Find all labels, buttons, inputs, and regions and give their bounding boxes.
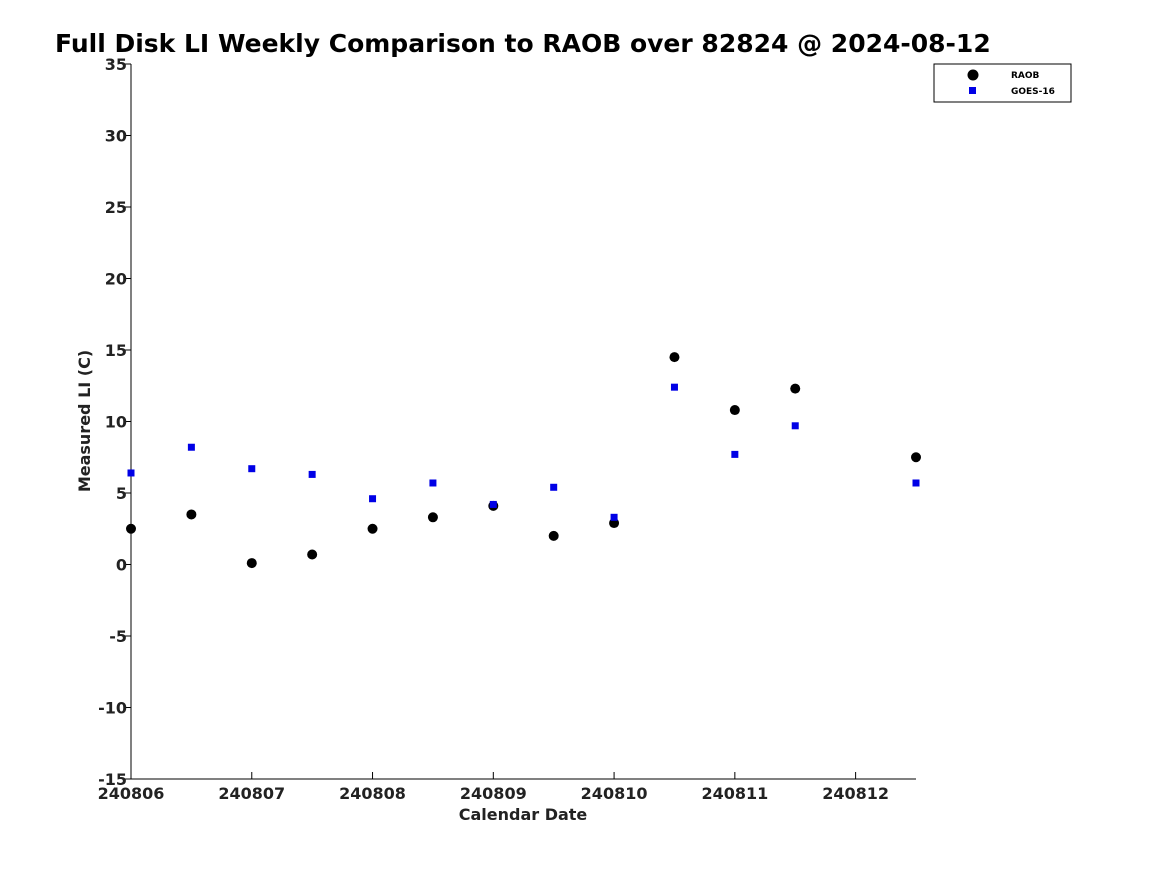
x-tick-label: 240811 (701, 784, 768, 803)
y-tick-label: 15 (105, 341, 127, 360)
x-tick-label: 240806 (98, 784, 165, 803)
legend-label-raob: RAOB (1011, 71, 1040, 81)
raob-point (186, 509, 197, 520)
raob-point (246, 558, 257, 569)
raob-point (307, 549, 318, 560)
raob-point (126, 523, 136, 534)
goes16-point (489, 500, 497, 508)
legend-marker-goes16 (969, 87, 976, 94)
x-tick-label: 240808 (339, 784, 406, 803)
goes16-point (187, 443, 195, 451)
y-axis-label: Measured LI (C) (75, 350, 94, 492)
raob-point (669, 352, 680, 363)
raob-point (427, 512, 438, 523)
y-tick-label: -15 (98, 770, 127, 789)
x-tick-label: 240809 (460, 784, 527, 803)
goes16-point (369, 495, 377, 503)
raob-point (911, 452, 921, 463)
y-tick-label: -5 (109, 627, 127, 646)
goes16-point (248, 465, 256, 473)
legend-label-goes16: GOES-16 (1011, 87, 1055, 97)
goes16-point (731, 450, 739, 458)
goes16-point (550, 483, 558, 491)
goes16-point (670, 383, 678, 391)
goes16-point (791, 422, 799, 430)
y-tick-label: 30 (105, 127, 127, 146)
x-tick-label: 240810 (581, 784, 648, 803)
raob-point (729, 405, 740, 416)
y-tick-label: -10 (98, 699, 127, 718)
x-tick-label: 240812 (822, 784, 889, 803)
y-tick-label: 20 (105, 270, 127, 289)
legend: RAOB GOES-16 (933, 63, 1072, 103)
raob-point (790, 383, 801, 394)
goes16-point (308, 470, 316, 478)
data-points (126, 352, 921, 569)
y-ticks: -15 -10 -5 0 5 10 15 20 25 30 35 (98, 55, 131, 789)
x-axis-label: Calendar Date (459, 805, 588, 824)
legend-marker-raob (967, 69, 979, 81)
x-ticks: 240806 240807 240808 240809 240810 240811 2408… (98, 772, 889, 803)
y-tick-label: 10 (105, 413, 127, 432)
goes16-point (912, 479, 920, 487)
goes16-point (127, 469, 135, 477)
y-tick-label: 25 (105, 198, 127, 217)
raob-point (367, 523, 378, 534)
y-tick-label: 5 (116, 484, 127, 503)
goes16-point (429, 479, 437, 487)
x-tick-label: 240807 (218, 784, 285, 803)
legend-box (933, 63, 1072, 103)
raob-point (548, 530, 559, 541)
chart-title: Full Disk LI Weekly Comparison to RAOB o… (55, 29, 991, 58)
y-tick-label: 35 (105, 55, 127, 74)
goes16-point (610, 513, 618, 521)
y-tick-label: 0 (116, 556, 127, 575)
